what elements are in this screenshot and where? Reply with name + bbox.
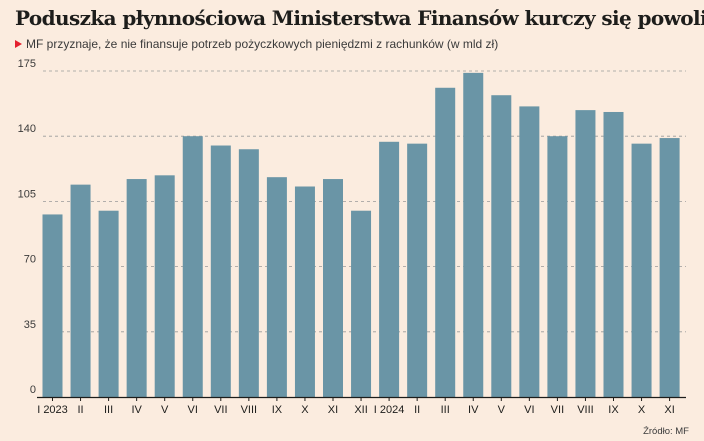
x-tick-label: VIII <box>241 404 258 416</box>
subtitle-text: MF przyznaje, że nie finansuje potrzeb p… <box>26 37 499 51</box>
bar <box>210 145 231 397</box>
bar <box>266 177 287 397</box>
x-tick-label: III <box>441 404 450 416</box>
x-tick-label: II <box>77 404 83 416</box>
chart-subtitle: MF przyznaje, że nie finansuje potrzeb p… <box>15 37 498 51</box>
y-tick-label: 105 <box>18 188 36 200</box>
x-tick-label: VI <box>524 404 534 416</box>
x-tick-label: X <box>638 404 646 416</box>
x-tick-label: VII <box>214 404 227 416</box>
x-tick-label: XII <box>354 404 367 416</box>
x-tick-label: II <box>414 404 420 416</box>
bar <box>238 149 259 397</box>
bar <box>463 72 484 397</box>
x-tick-label: III <box>104 404 113 416</box>
bar <box>70 184 91 397</box>
y-tick-label: 35 <box>24 319 36 331</box>
source-note: Źródło: MF <box>643 426 689 437</box>
x-tick-label: VII <box>551 404 564 416</box>
y-tick-label: 175 <box>18 58 36 70</box>
y-tick-label: 0 <box>30 384 36 396</box>
x-tick-label: VIII <box>577 404 594 416</box>
bar <box>575 110 596 398</box>
x-tick-label: VI <box>188 404 198 416</box>
bar <box>323 179 343 397</box>
x-tick-label: XI <box>328 404 338 416</box>
x-tick-label: XI <box>664 404 674 416</box>
bar <box>547 136 568 397</box>
bar <box>154 175 175 397</box>
bar <box>631 143 652 397</box>
x-tick-label: IV <box>131 404 142 416</box>
x-tick-label: V <box>161 404 169 416</box>
bar <box>659 138 680 397</box>
bar <box>435 87 456 397</box>
x-tick-label: X <box>301 404 309 416</box>
y-tick-label: 140 <box>18 123 36 135</box>
bar <box>379 141 400 397</box>
y-tick-label: 70 <box>24 254 36 266</box>
bar <box>491 95 512 398</box>
x-tick-label: IV <box>468 404 479 416</box>
x-tick-label: V <box>498 404 506 416</box>
x-tick-label: I 2024 <box>374 404 405 416</box>
bar <box>351 210 372 397</box>
bar <box>42 214 63 397</box>
x-tick-label: IX <box>608 404 619 416</box>
x-tick-label: I 2023 <box>37 404 68 416</box>
bar <box>407 143 428 397</box>
x-tick-label: IX <box>272 404 283 416</box>
chart-title: Poduszka płynnościowa Ministerstwa Finan… <box>15 6 704 30</box>
bar <box>603 111 624 398</box>
bar <box>182 136 203 397</box>
bar <box>519 106 540 397</box>
bar <box>294 186 315 397</box>
bar <box>98 210 119 397</box>
triangle-marker-icon <box>15 40 22 48</box>
bar <box>126 179 147 397</box>
